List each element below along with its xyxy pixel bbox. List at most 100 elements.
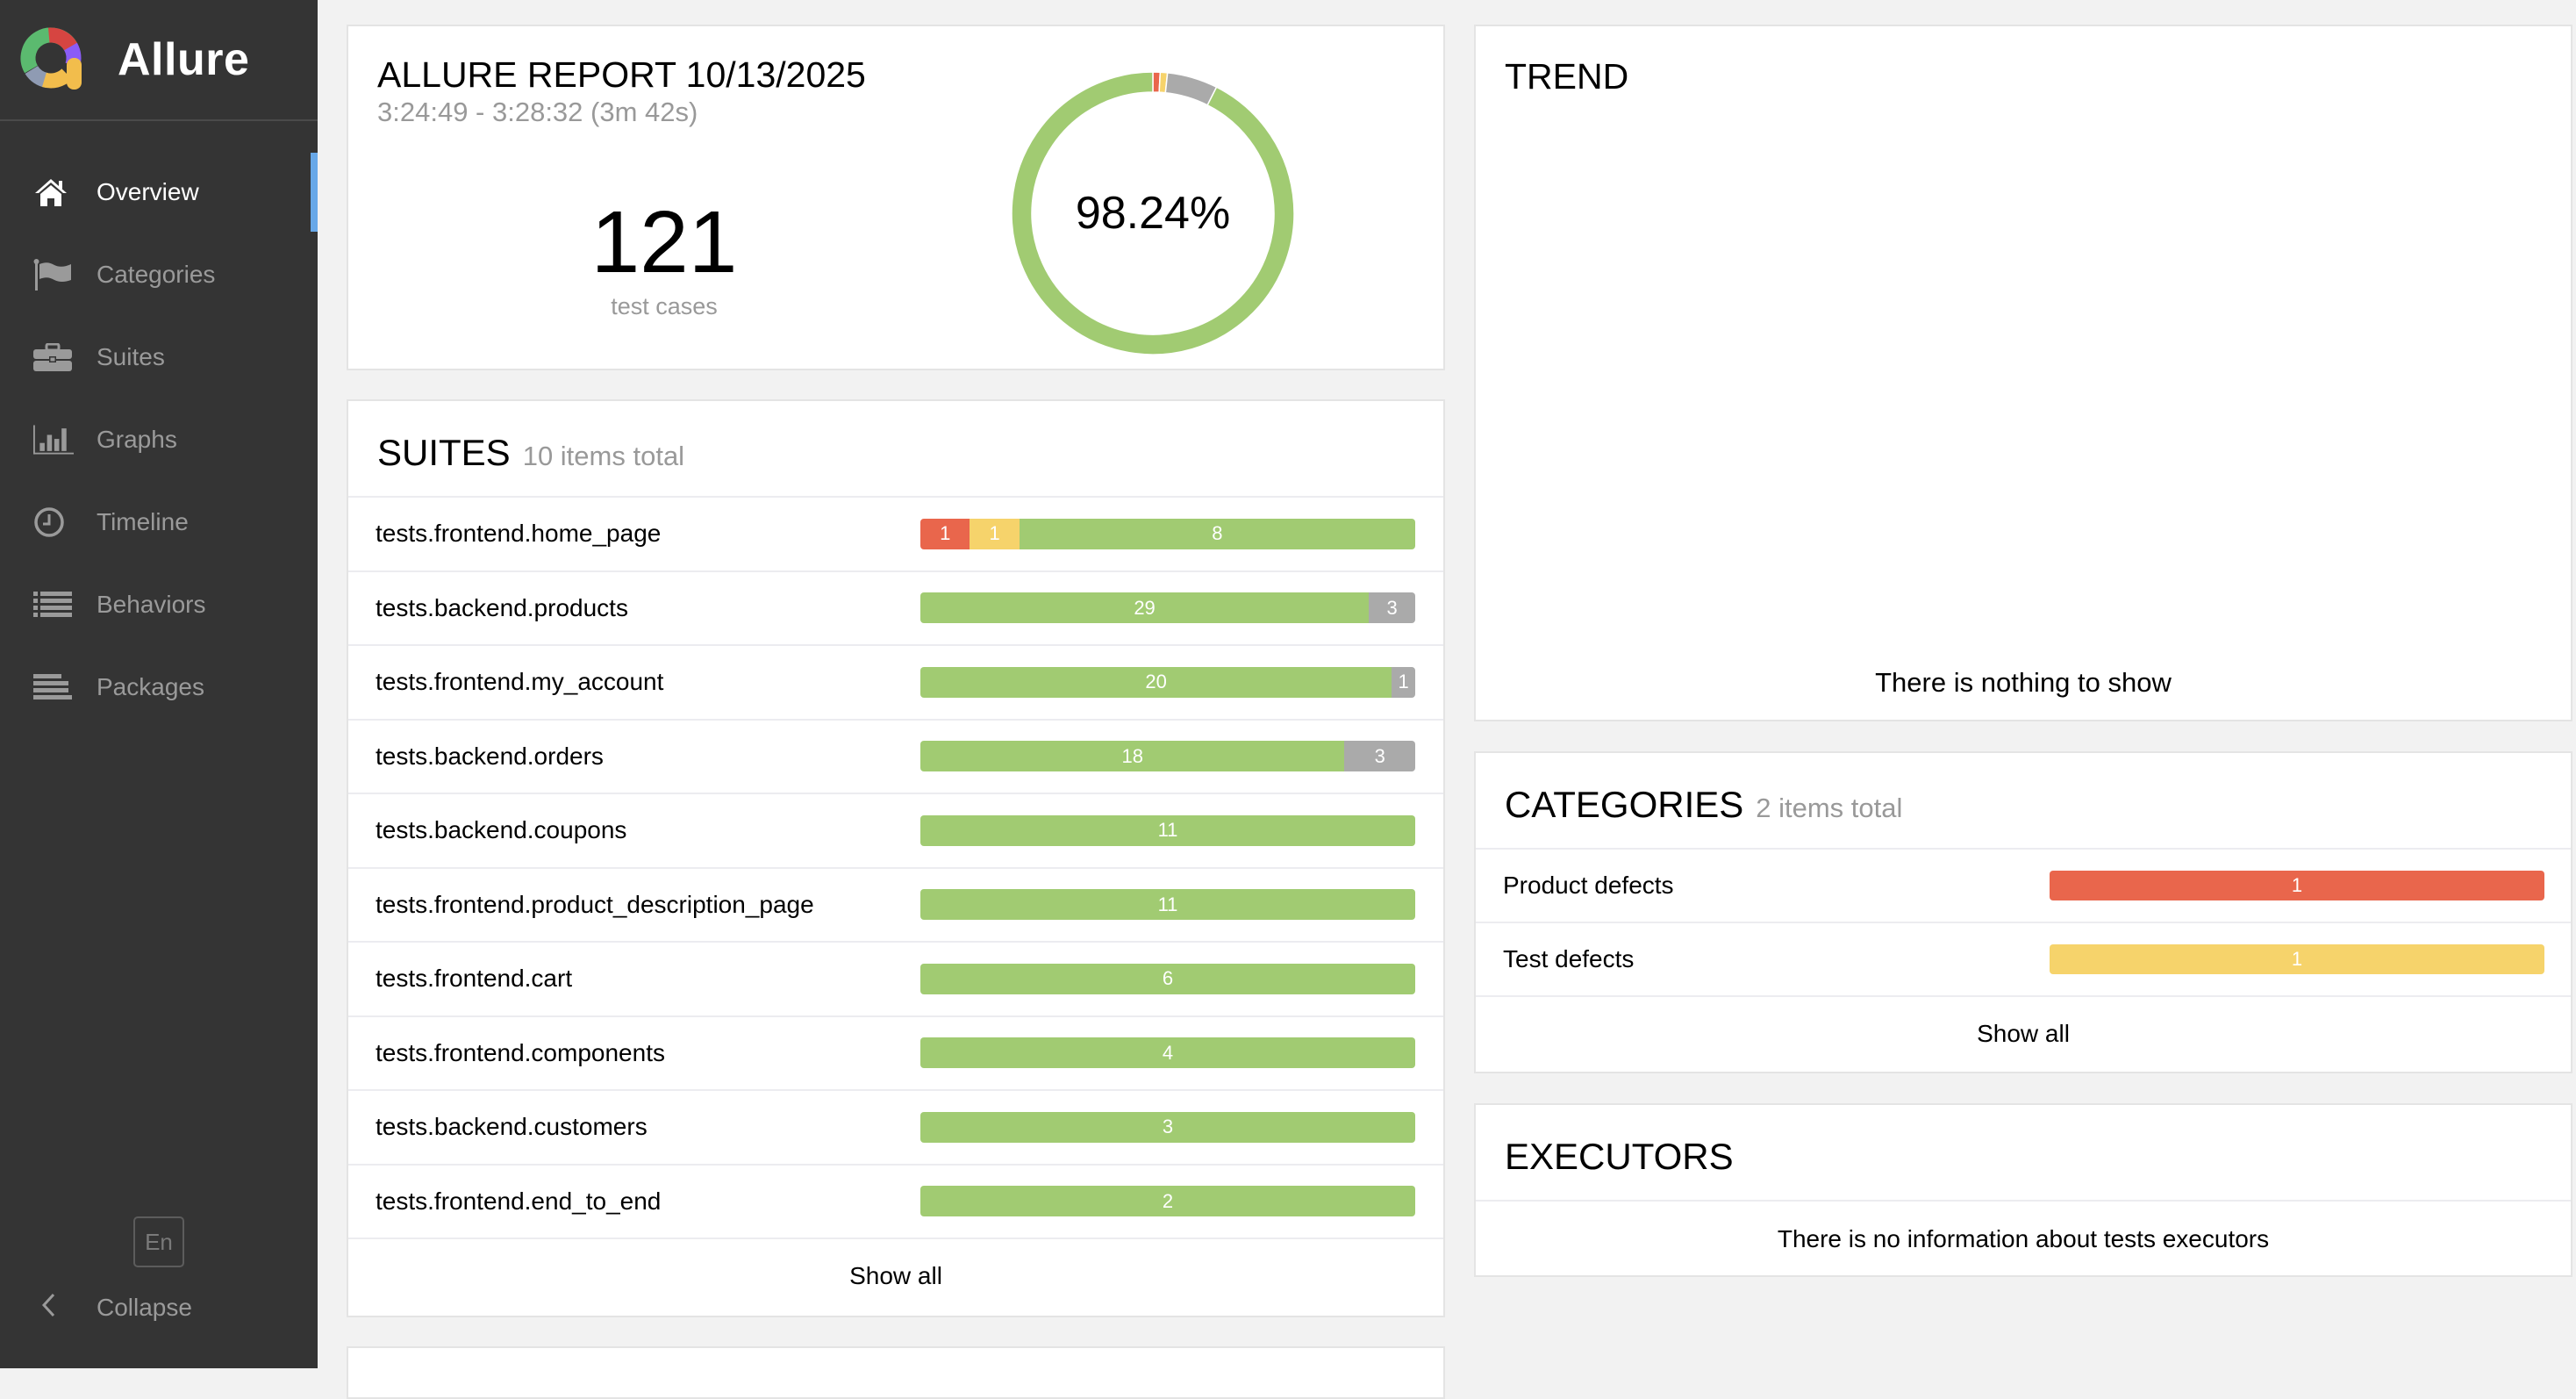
suite-row[interactable]: tests.backend.products 29 3 [348,572,1443,646]
suites-list: tests.frontend.home_page 1 1 8 tests.backend… [348,498,1443,1239]
suite-row[interactable]: tests.backend.customers 3 [348,1091,1443,1166]
sidebar-item-graphs[interactable]: Graphs [0,398,318,481]
suite-status-bar: 11 [920,814,1415,846]
donut-slice-passed[interactable] [1012,72,1294,355]
sidebar-item-label: Overview [97,178,199,205]
suite-row[interactable]: tests.frontend.my_account 20 1 [348,646,1443,721]
briefcase-icon [33,340,74,375]
category-row[interactable]: Test defects 1 [1476,923,2571,997]
executors-empty-message: There is no information about tests exec… [1777,1225,2270,1252]
collapse-label: Collapse [97,1294,192,1321]
brand[interactable]: Allure [0,0,318,121]
suite-status-bar: 11 [920,889,1415,921]
status-segment-passed: 4 [920,1037,1415,1069]
suite-row[interactable]: tests.frontend.components 4 [348,1017,1443,1091]
report-title: ALLURE REPORT 10/13/2025 [377,54,866,95]
category-status-bar: 1 [2050,944,2544,974]
success-rate-donut-chart[interactable] [1012,72,1294,355]
sidebar-nav: Overview Categories Suites Graphs Timeli… [0,151,318,728]
category-name: Test defects [1503,945,1635,972]
trend-title: TREND [1505,56,1629,97]
suites-title: SUITES [377,432,511,473]
sidebar-item-packages[interactable]: Packages [0,646,318,728]
sidebar: Allure Overview Categories Suites Graphs [0,0,318,1368]
executors-widget: EXECUTORS There is no information about … [1474,1103,2572,1277]
suite-name: tests.backend.customers [376,1113,648,1141]
suite-row[interactable]: tests.backend.coupons 11 [348,794,1443,869]
status-segment-passed: 2 [920,1186,1415,1217]
status-segment-failed: 1 [920,518,970,549]
suite-status-bar: 6 [920,963,1415,994]
sidebar-item-timeline[interactable]: Timeline [0,481,318,563]
suite-status-bar: 20 1 [920,666,1415,698]
home-icon [33,175,74,210]
sidebar-item-label: Suites [97,343,165,370]
suites-show-all-link[interactable]: Show all [849,1262,942,1289]
categories-list: Product defects 1 Test defects 1 [1476,850,2571,997]
suite-row[interactable]: tests.backend.orders 18 3 [348,721,1443,794]
trend-widget: TREND There is nothing to show [1474,25,2572,721]
language-switcher[interactable]: En [133,1216,184,1267]
sidebar-item-behaviors[interactable]: Behaviors [0,563,318,646]
suite-status-bar: 18 3 [920,741,1415,772]
suite-status-bar: 29 3 [920,592,1415,624]
status-segment-broken: 1 [970,518,1020,549]
suites-header: SUITES 10 items total [348,401,1443,498]
suite-name: tests.frontend.home_page [376,520,662,548]
categories-show-all-link[interactable]: Show all [1977,1020,2070,1047]
success-rate-value: 98.24% [1075,188,1231,239]
next-widget-card [347,1346,1445,1399]
categories-header: CATEGORIES 2 items total [1476,753,2571,850]
sidebar-item-label: Behaviors [97,591,206,618]
category-status-bar: 1 [2050,871,2544,900]
suite-row[interactable]: tests.frontend.product_description_page 1… [348,869,1443,943]
sidebar-item-label: Timeline [97,508,189,535]
trend-empty-message: There is nothing to show [1875,667,2172,698]
status-segment-passed: 20 [920,666,1392,698]
suite-name: tests.backend.coupons [376,816,627,844]
status-segment-passed: 18 [920,741,1345,772]
suite-name: tests.frontend.end_to_end [376,1187,662,1215]
allure-logo-icon [20,27,82,90]
collapse-button[interactable]: Collapse [0,1277,318,1338]
sidebar-item-overview[interactable]: Overview [0,151,318,233]
suites-widget: SUITES 10 items total tests.frontend.hom… [347,399,1445,1317]
report-summary-widget: ALLURE REPORT 10/13/2025 3:24:49 - 3:28:… [347,25,1445,370]
suite-row[interactable]: tests.frontend.home_page 1 1 8 [348,498,1443,572]
suite-status-bar: 4 [920,1037,1415,1069]
suite-row[interactable]: tests.frontend.end_to_end 2 [348,1166,1443,1239]
status-segment-passed: 8 [1019,518,1415,549]
executors-title: EXECUTORS [1505,1136,1734,1177]
suite-row[interactable]: tests.frontend.cart 6 [348,943,1443,1017]
status-segment-passed: 11 [920,814,1415,846]
status-segment-passed: 11 [920,889,1415,921]
status-segment-broken: 1 [2050,944,2544,974]
clock-icon [33,505,74,540]
categories-title: CATEGORIES [1505,784,1744,825]
sidebar-item-label: Packages [97,673,204,700]
suite-name: tests.backend.orders [376,742,604,770]
suite-name: tests.frontend.components [376,1038,665,1066]
align-left-icon [33,670,74,705]
status-segment-passed: 29 [920,592,1370,624]
suite-name: tests.frontend.my_account [376,668,664,696]
chevron-left-icon [40,1293,67,1324]
status-segment-skipped: 1 [1392,666,1415,698]
status-segment-skipped: 3 [1344,741,1415,772]
categories-count: 2 items total [1756,793,1903,823]
sidebar-item-suites[interactable]: Suites [0,316,318,398]
status-segment-passed: 3 [920,1111,1415,1143]
status-segment-failed: 1 [2050,871,2544,900]
sidebar-item-label: Categories [97,261,216,288]
categories-widget: CATEGORIES 2 items total Product defects… [1474,751,2572,1073]
sidebar-item-categories[interactable]: Categories [0,233,318,316]
status-segment-skipped: 3 [1369,592,1415,624]
executors-header: EXECUTORS [1476,1105,2571,1202]
suite-name: tests.frontend.cart [376,965,573,993]
sidebar-item-label: Graphs [97,426,177,453]
category-row[interactable]: Product defects 1 [1476,850,2571,923]
brand-name: Allure [118,34,250,85]
suite-name: tests.backend.products [376,593,628,621]
category-name: Product defects [1503,872,1674,899]
